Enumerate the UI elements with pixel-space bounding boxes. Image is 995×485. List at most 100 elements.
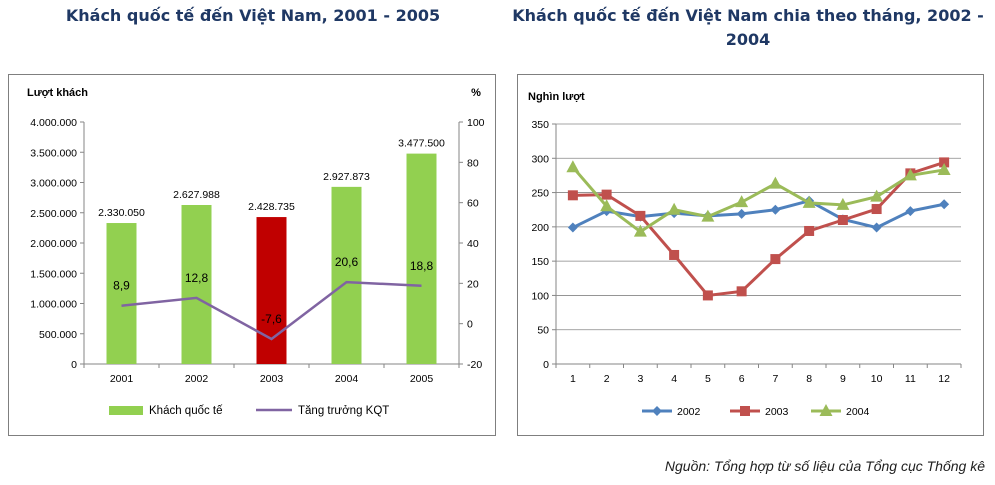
y-tick-label: 0 bbox=[71, 359, 77, 371]
x-tick-label: 3 bbox=[637, 373, 643, 385]
legend-label-2004: 2004 bbox=[846, 406, 870, 418]
chart-1-panel: Lượt khách% 0 500.000 1.000.000 1.500.000 2.0… bbox=[8, 74, 496, 436]
y-tick-label: 500.000 bbox=[39, 329, 77, 341]
point-2003 bbox=[770, 254, 781, 265]
x-tick-label: 12 bbox=[938, 373, 950, 385]
y-axis-title: Lượt khách bbox=[27, 87, 88, 99]
bar bbox=[106, 223, 137, 364]
growth-line bbox=[121, 280, 422, 341]
y-tick-label: 2.000.000 bbox=[30, 238, 77, 250]
x-tick-label: 2001 bbox=[110, 373, 134, 385]
x-tick-label: 4 bbox=[671, 373, 677, 385]
legend-label-2002: 2002 bbox=[677, 406, 701, 418]
x-tick-label: 1 bbox=[570, 373, 576, 385]
x-tick-label: 11 bbox=[905, 373, 916, 385]
x-tick-label: 5 bbox=[705, 373, 711, 385]
x-tick-label: 2004 bbox=[335, 373, 359, 385]
growth-value-label: 12,8 bbox=[185, 271, 209, 285]
x-tick-label: 2002 bbox=[185, 373, 209, 385]
growth-value-label: -7,6 bbox=[261, 312, 282, 326]
x-tick-label: 2003 bbox=[260, 373, 284, 385]
bar-value-label: 2.927.873 bbox=[323, 171, 370, 183]
point-2003 bbox=[871, 204, 882, 215]
point-2004 bbox=[903, 168, 917, 181]
legend-label-2003: 2003 bbox=[765, 406, 789, 418]
x-tick-label: 2 bbox=[604, 373, 610, 385]
y2-tick-label: 80 bbox=[467, 157, 479, 169]
bar bbox=[406, 153, 437, 364]
chart-1-svg: Lượt khách % 0 500.000 1.000.000 1.500.000 2.0… bbox=[27, 87, 485, 417]
y2-tick-label: 40 bbox=[467, 238, 479, 250]
point-2003 bbox=[567, 190, 578, 201]
point-2004 bbox=[600, 199, 614, 212]
y2-tick-label: 20 bbox=[467, 278, 479, 290]
legend-marker-2002 bbox=[652, 406, 662, 416]
y-axis-title: Nghìn lượt bbox=[528, 91, 585, 103]
point-2002 bbox=[871, 222, 882, 233]
point-2004 bbox=[566, 160, 580, 173]
point-2003 bbox=[804, 225, 815, 236]
legend-swatch-bars bbox=[109, 406, 143, 415]
y2-tick-label: -20 bbox=[467, 359, 482, 371]
x-tick-label: 8 bbox=[806, 373, 812, 385]
bar-value-label: 2.627.988 bbox=[173, 189, 220, 201]
legend-label-line: Tăng trưởng KQT bbox=[298, 405, 389, 417]
point-2003 bbox=[736, 286, 747, 297]
series-line-2004 bbox=[571, 166, 945, 234]
y2-axis-title: % bbox=[471, 87, 481, 99]
source-note: Nguồn: Tổng hợp từ số liệu của Tổng cục … bbox=[664, 458, 985, 474]
y2-tick-label: 60 bbox=[467, 198, 479, 210]
growth-value-label: 20,6 bbox=[335, 255, 359, 269]
bar bbox=[331, 186, 362, 364]
series-line-2003 bbox=[572, 160, 945, 298]
chart-2-title: Khách quốc tế đến Việt Nam chia theo thá… bbox=[512, 6, 984, 49]
point-2003 bbox=[939, 157, 950, 168]
point-2004 bbox=[836, 197, 850, 210]
point-2002 bbox=[736, 208, 747, 219]
bar bbox=[256, 217, 287, 364]
point-2004 bbox=[701, 209, 715, 222]
x-tick-label: 6 bbox=[739, 373, 745, 385]
y-tick-label: 1.000.000 bbox=[30, 299, 77, 311]
x-tick-label: 9 bbox=[840, 373, 846, 385]
bar-value-label: 2.330.050 bbox=[98, 207, 145, 219]
chart-2-panel: Nghìn lượt 0 50 100 150 200 250 300 350 1 2 3 4 5 6 7 8 9… bbox=[517, 74, 984, 436]
point-2003 bbox=[601, 189, 612, 200]
point-2004 bbox=[870, 189, 884, 202]
point-2003 bbox=[669, 249, 680, 260]
series-line-2002 bbox=[572, 199, 945, 230]
point-2002 bbox=[939, 199, 950, 210]
y-tick-label: 3.000.000 bbox=[30, 178, 77, 190]
y-tick-label: 100 bbox=[531, 290, 549, 302]
y-tick-label: 3.500.000 bbox=[30, 147, 77, 159]
bar-value-label: 3.477.500 bbox=[398, 138, 445, 150]
point-2004 bbox=[667, 202, 681, 215]
x-tick-label: 7 bbox=[772, 373, 778, 385]
point-2003 bbox=[837, 215, 848, 225]
legend-marker-2004 bbox=[819, 404, 833, 416]
growth-value-label: 8,9 bbox=[113, 279, 130, 293]
bar-value-label: 2.428.735 bbox=[248, 201, 295, 213]
y-tick-label: 2.500.000 bbox=[30, 208, 77, 220]
point-2004 bbox=[802, 195, 816, 208]
point-2004 bbox=[768, 176, 782, 189]
point-2002 bbox=[905, 206, 916, 217]
legend-marker-2003 bbox=[740, 406, 750, 416]
growth-value-label: 18,8 bbox=[410, 259, 434, 273]
y-tick-label: 4.000.000 bbox=[30, 117, 77, 129]
y-tick-label: 200 bbox=[531, 222, 549, 234]
y-tick-label: 150 bbox=[531, 256, 549, 268]
y-tick-label: 1.500.000 bbox=[30, 268, 77, 280]
x-tick-label: 10 bbox=[871, 373, 883, 385]
point-2003 bbox=[635, 210, 646, 221]
point-2002 bbox=[567, 222, 578, 233]
chart-1-title: Khách quốc tế đến Việt Nam, 2001 - 2005 bbox=[65, 6, 441, 25]
y2-tick-label: 100 bbox=[467, 117, 485, 129]
x-tick-label: 2005 bbox=[410, 373, 434, 385]
y-tick-label: 0 bbox=[543, 359, 549, 371]
bar bbox=[181, 205, 212, 364]
y2-tick-label: 0 bbox=[467, 319, 473, 331]
point-2004 bbox=[735, 195, 749, 208]
y-tick-label: 350 bbox=[531, 119, 549, 131]
